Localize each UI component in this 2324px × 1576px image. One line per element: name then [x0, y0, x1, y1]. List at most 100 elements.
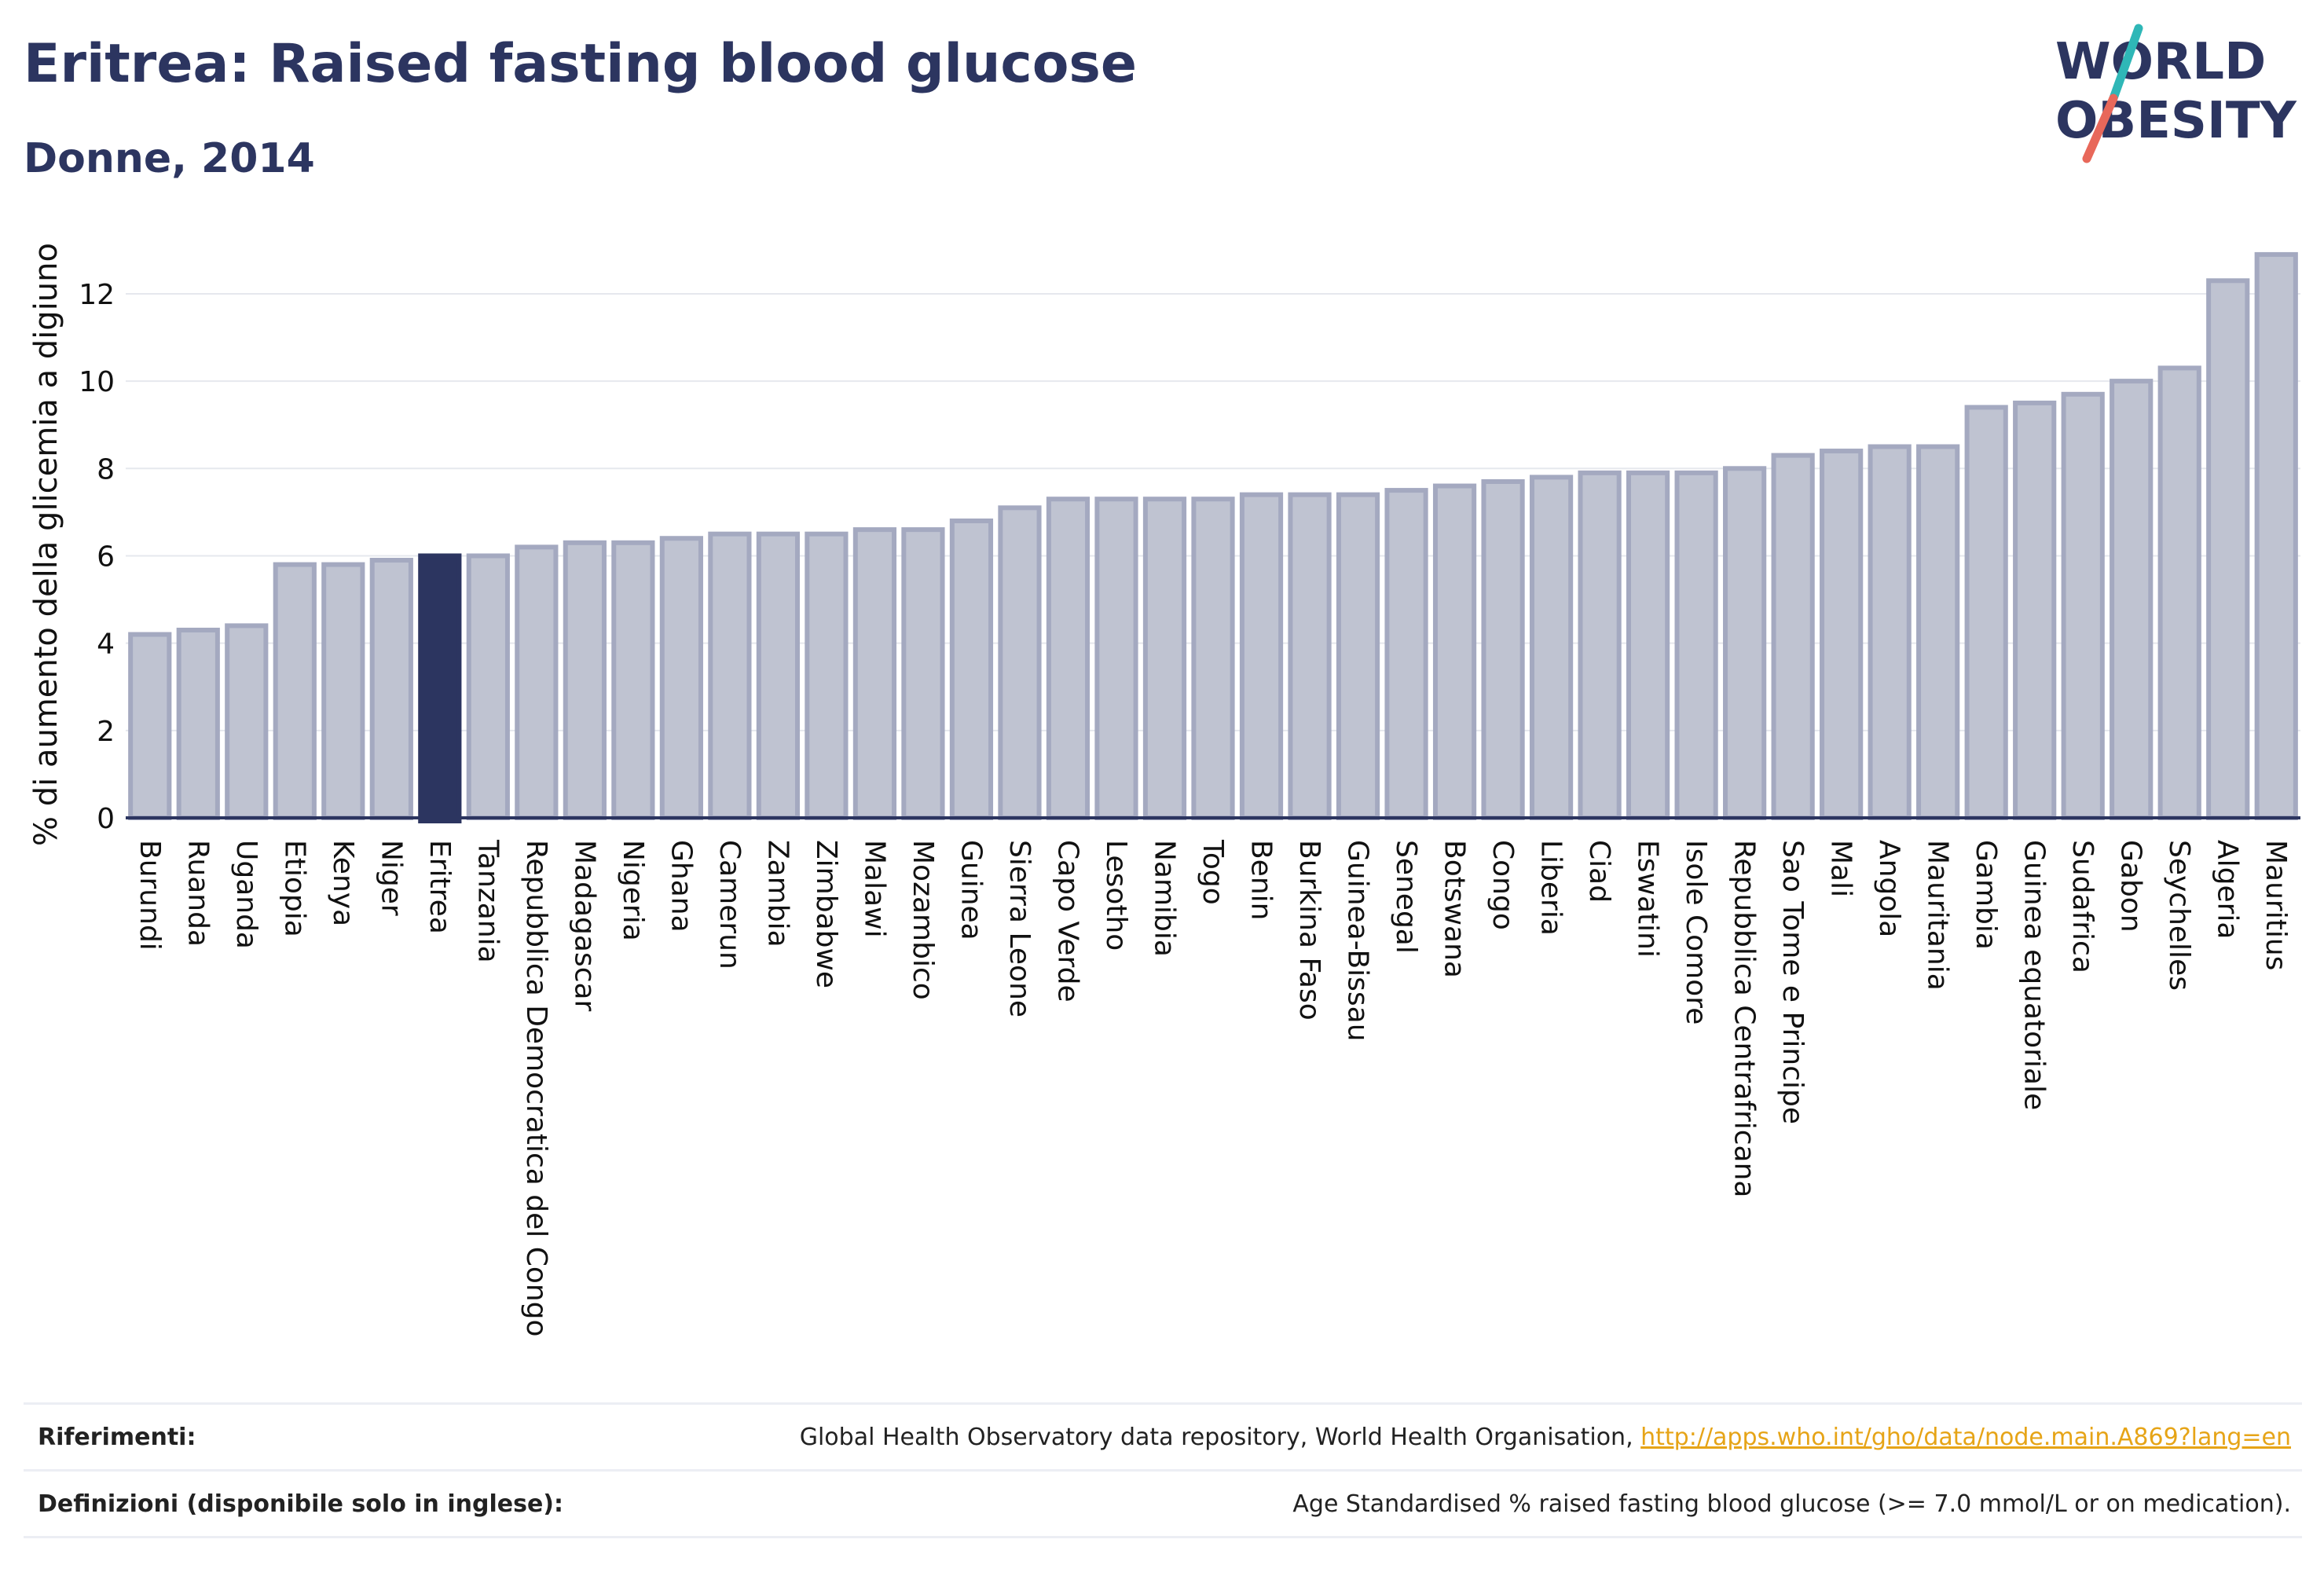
bar-camerun[interactable]	[708, 531, 752, 820]
bar-mozambico[interactable]	[901, 527, 945, 821]
x-tick-label: Nigeria	[617, 840, 649, 941]
bar-sierra-leone[interactable]	[998, 505, 1042, 821]
y-tick-label: 0	[97, 803, 115, 835]
x-tick-label: Senegal	[1390, 840, 1422, 954]
x-tick-label: Isole Comore	[1680, 840, 1712, 1024]
bar-kenya[interactable]	[321, 562, 365, 821]
y-axis-label: % di aumento della glicemia a digiuno	[28, 243, 64, 846]
x-tick-label: Guinea-Bissau	[1342, 840, 1374, 1042]
x-tick-label: Lesotho	[1100, 840, 1132, 951]
x-tick-label: Repubblica Centrafricana	[1728, 840, 1761, 1198]
x-tick-label: Etiopia	[278, 840, 310, 937]
sources-text: Global Health Observatory data repositor…	[799, 1423, 1641, 1451]
x-tick-label: Madagascar	[568, 840, 600, 1012]
bar-sudafrica[interactable]	[2061, 391, 2105, 820]
y-tick-labels: 0 2 4 6 8 10 12	[79, 279, 115, 835]
references-row-definitions: Definizioni (disponibile solo in inglese…	[24, 1469, 2302, 1538]
x-tick-label: Kenya	[327, 840, 359, 926]
bar-repubblica-centrafricana[interactable]	[1723, 466, 1767, 820]
bar-seychelles[interactable]	[2157, 365, 2201, 820]
bar-togo[interactable]	[1191, 497, 1235, 820]
bar-zimbabwe[interactable]	[805, 531, 849, 820]
x-tick-label: Ruanda	[181, 840, 214, 947]
bar-congo[interactable]	[1481, 478, 1525, 820]
bar-eswatini[interactable]	[1626, 470, 1670, 821]
bar-burkina-faso[interactable]	[1288, 492, 1332, 820]
x-tick-label: Camerun	[713, 840, 746, 969]
bar-mauritania[interactable]	[1916, 444, 1960, 820]
x-tick-label: Angola	[1873, 840, 1905, 937]
bar-liberia[interactable]	[1529, 475, 1574, 820]
x-tick-label: Burundi	[134, 840, 166, 951]
bar-zambia[interactable]	[756, 531, 801, 820]
chart-title: Eritrea: Raised fasting blood glucose	[24, 33, 1138, 95]
bar-mauritius[interactable]	[2254, 251, 2298, 821]
x-tick-label: Gabon	[2115, 840, 2147, 933]
bar-senegal[interactable]	[1384, 488, 1428, 821]
bar-botswana[interactable]	[1432, 483, 1477, 820]
y-tick-label: 10	[79, 366, 115, 398]
x-tick-label: Liberia	[1535, 840, 1567, 936]
x-tick-label: Ghana	[665, 840, 697, 933]
bar-chart: 0 2 4 6 8 10 12 Burundi Ruanda Uganda Etiopia Keny…	[28, 243, 2300, 1337]
x-tick-label: Repubblica Democratica del Congo	[520, 840, 552, 1337]
x-tick-label: Guinea equatoriale	[2018, 840, 2051, 1110]
bar-ruanda[interactable]	[176, 627, 220, 820]
x-tick-label: Mauritius	[2260, 840, 2292, 970]
logo-slash-teal	[2109, 24, 2143, 103]
bar-algeria[interactable]	[2206, 278, 2250, 820]
sources-value: Global Health Observatory data repositor…	[800, 1424, 2302, 1451]
bar-lesotho[interactable]	[1094, 497, 1138, 820]
bar-burundi[interactable]	[128, 632, 172, 820]
bar-mali[interactable]	[1820, 449, 1864, 820]
x-tick-label: Eritrea	[423, 840, 456, 934]
x-tick-label: Mauritania	[1922, 840, 1954, 991]
bar-ciad[interactable]	[1578, 470, 1622, 821]
logo-line-world: WORLD	[2055, 33, 2266, 91]
x-tick-label: Algeria	[2212, 840, 2244, 940]
bar-gabon[interactable]	[2110, 379, 2154, 820]
x-tick-label: Zimbabwe	[810, 840, 842, 988]
bar-angola[interactable]	[1868, 444, 1912, 820]
bar-isole-comore[interactable]	[1674, 470, 1718, 821]
y-tick-label: 8	[97, 453, 115, 486]
bar-guinea-bissau[interactable]	[1336, 492, 1380, 820]
x-tick-label: Niger	[375, 840, 407, 916]
bar-repubblica-democratica-del-congo[interactable]	[515, 544, 559, 821]
x-tick-label: Zambia	[761, 840, 794, 947]
x-tick-label: Namibia	[1148, 840, 1180, 957]
sources-link[interactable]: http://apps.who.int/gho/data/node.main.A…	[1640, 1423, 2291, 1451]
bar-capo-verde[interactable]	[1046, 497, 1091, 820]
x-tick-label: Eswatini	[1632, 840, 1664, 958]
bar-sao-tome-e-principe[interactable]	[1771, 453, 1815, 821]
logo-slash-coral	[2082, 93, 2118, 163]
y-tick-label: 6	[97, 541, 115, 573]
chart-subtitle: Donne, 2014	[24, 135, 315, 182]
references-table: Riferimenti: Global Health Observatory d…	[24, 1402, 2302, 1538]
bar-tanzania[interactable]	[466, 553, 510, 820]
references-row-sources: Riferimenti: Global Health Observatory d…	[24, 1402, 2302, 1469]
bar-guinea-equatoriale[interactable]	[2013, 400, 2057, 820]
x-tick-label: Sudafrica	[2066, 840, 2099, 973]
bar-namibia[interactable]	[1142, 497, 1187, 820]
y-tick-label: 4	[97, 629, 115, 661]
x-tick-label: Togo	[1197, 839, 1229, 905]
x-tick-labels: Burundi Ruanda Uganda Etiopia Kenya Niger Erit…	[134, 839, 2292, 1337]
bar-madagascar[interactable]	[563, 540, 607, 820]
bar-ghana[interactable]	[659, 536, 703, 820]
x-tick-label: Mozambico	[907, 840, 939, 1000]
bar-uganda[interactable]	[225, 623, 269, 820]
x-tick-label: Mali	[1825, 840, 1857, 897]
y-tick-label: 12	[79, 279, 115, 311]
x-tick-label: Botswana	[1439, 840, 1471, 978]
bar-gambia[interactable]	[1964, 405, 2008, 820]
bar-eritrea[interactable]	[418, 553, 462, 823]
bar-niger[interactable]	[369, 558, 413, 820]
bar-etiopia[interactable]	[273, 562, 317, 821]
bar-benin[interactable]	[1239, 492, 1284, 820]
bar-malawi[interactable]	[852, 527, 897, 821]
x-tick-label: Ciad	[1583, 840, 1615, 903]
x-tick-label: Congo	[1486, 840, 1519, 930]
bar-guinea[interactable]	[949, 519, 994, 820]
bar-nigeria[interactable]	[611, 540, 655, 820]
